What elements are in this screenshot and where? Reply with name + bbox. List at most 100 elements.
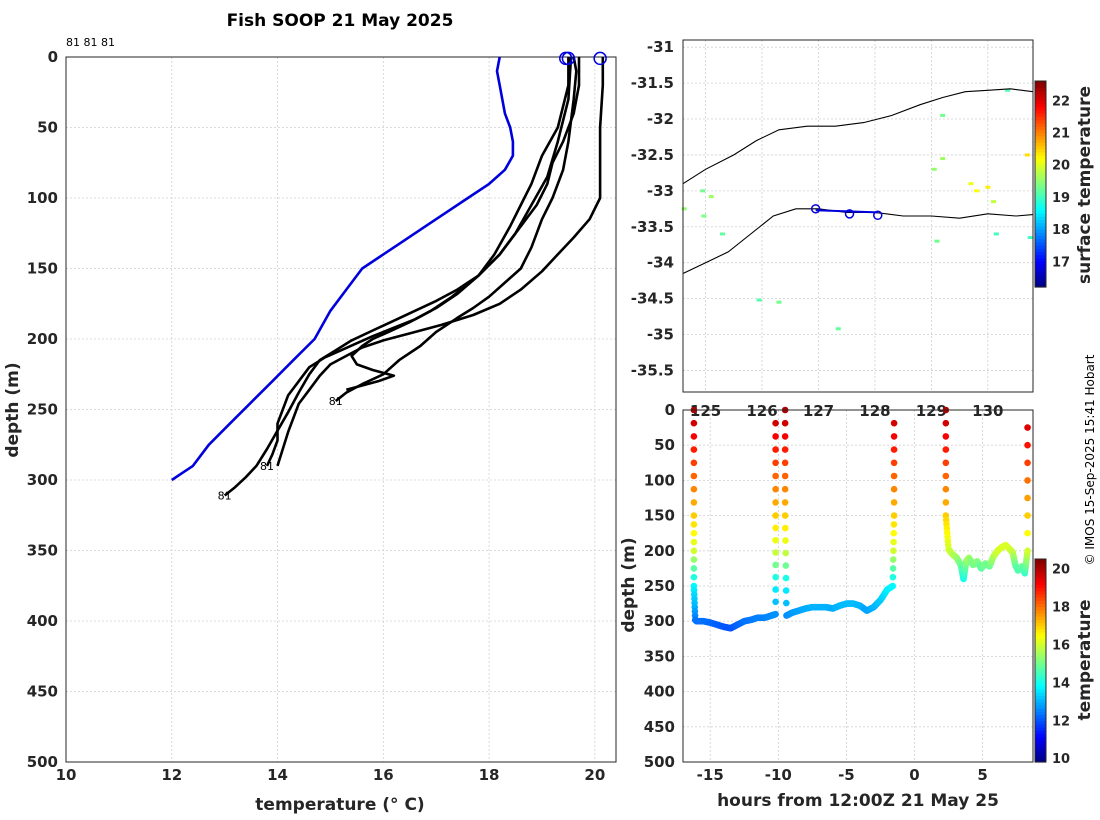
top-profile-labels: 81 81 81 — [66, 36, 115, 49]
time-depth-panel: -15 -10 -5 0 5050100150200250300350400450500… — [619, 401, 1095, 811]
sst-colorbar-segment — [1035, 206, 1046, 211]
dive-point — [690, 556, 698, 563]
temp-colorbar-segment — [1035, 616, 1046, 620]
sst-colorbar-segment — [1035, 216, 1046, 221]
dive-point — [772, 561, 779, 569]
sst-cell — [1024, 153, 1030, 157]
sst-cell — [974, 189, 980, 193]
sst-colorbar-segment — [1035, 129, 1046, 134]
temp-colorbar-segment — [1035, 692, 1046, 696]
sst-colorbar-segment — [1035, 155, 1046, 159]
temp-colorbar-segment — [1035, 647, 1046, 652]
dive-point — [942, 433, 950, 440]
sst-cell — [701, 214, 707, 218]
dive-point — [889, 573, 897, 581]
dive-point — [690, 419, 698, 427]
time-depth-xlabel: hours from 12:00Z 21 May 25 — [717, 791, 999, 811]
y-tick-label: 250 — [27, 401, 58, 419]
reference-profile-line — [171, 56, 515, 482]
dive-point — [690, 538, 698, 546]
temp-colorbar-segment — [1035, 723, 1046, 728]
temp-colorbar-segment — [1035, 755, 1046, 760]
temp-colorbar-segment — [1035, 682, 1046, 687]
temp-colorbar-tick-label: 16 — [1052, 638, 1070, 653]
y-tick-label: -35 — [647, 326, 674, 344]
dive-point — [889, 556, 897, 563]
dive-point — [772, 446, 779, 453]
temp-colorbar-segment — [1035, 742, 1046, 747]
station-marker — [844, 209, 855, 219]
temp-colorbar-segment — [1035, 660, 1046, 665]
sst-colorbar-segment — [1035, 151, 1046, 156]
sst-cell — [1027, 236, 1033, 240]
x-tick-label: 125 — [690, 402, 721, 420]
temp-colorbar-segment — [1035, 587, 1046, 592]
sst-colorbar-segment — [1035, 90, 1046, 95]
temp-colorbar-segment — [1035, 625, 1046, 630]
temp-colorbar-segment — [1035, 749, 1046, 754]
sst-cell — [681, 207, 687, 211]
map-colorbar-label: surface temperature — [1075, 86, 1095, 284]
dive-point — [1024, 529, 1031, 537]
dive-point — [781, 419, 789, 427]
sst-cell — [776, 300, 782, 304]
y-tick-label: -33.5 — [631, 218, 674, 236]
x-tick-label: 129 — [916, 402, 947, 420]
dive-point — [781, 512, 789, 519]
sst-colorbar-segment — [1035, 261, 1046, 266]
map-panel: -31 -31.5 -32 -32.5 -33 -33.5 -34 -34.5 -35 -35.5… — [631, 38, 1095, 420]
temp-colorbar-segment — [1035, 714, 1046, 719]
sst-cell — [931, 167, 937, 171]
dive-point — [781, 433, 789, 440]
y-tick-label: 350 — [27, 542, 58, 560]
sst-colorbar-segment — [1035, 203, 1046, 208]
dive-point — [782, 562, 790, 569]
temp-colorbar-segment — [1035, 685, 1046, 690]
sst-colorbar-segment — [1035, 87, 1046, 92]
x-tick-label: 5 — [977, 766, 987, 784]
temperature-profile-line — [345, 57, 581, 392]
temp-colorbar-segment — [1035, 679, 1046, 684]
temp-colorbar-segment — [1035, 727, 1046, 731]
y-tick-label: 400 — [644, 683, 675, 701]
temp-colorbar-segment — [1035, 600, 1046, 605]
coastline — [682, 88, 1034, 185]
y-tick-label: 100 — [27, 189, 58, 207]
sst-cell — [968, 182, 974, 186]
temp-colorbar-segment — [1035, 612, 1046, 617]
sst-colorbar-tick-label: 22 — [1052, 94, 1070, 109]
dive-point — [782, 524, 789, 532]
temp-colorbar-segment — [1035, 689, 1046, 693]
sst-colorbar-segment — [1035, 177, 1046, 182]
sst-colorbar-segment — [1035, 238, 1046, 243]
sst-colorbar-segment — [1035, 174, 1046, 179]
dive-point — [690, 573, 698, 581]
temperature-profile-line — [265, 57, 570, 467]
temp-colorbar-tick-label: 18 — [1052, 600, 1070, 615]
dive-point — [890, 433, 898, 440]
temp-colorbar-segment — [1035, 568, 1046, 573]
profile-xlabel: temperature (° C) — [255, 795, 424, 815]
sst-colorbar-segment — [1035, 132, 1046, 137]
surface-marker — [561, 51, 576, 66]
credit-text: © IMOS 15-Sep-2025 15:41 Hobart — [1083, 354, 1097, 565]
dive-point — [772, 433, 779, 440]
temp-colorbar-segment — [1035, 565, 1046, 570]
temp-colorbar-segment — [1035, 733, 1046, 738]
y-tick-label: -35.5 — [631, 361, 674, 379]
dive-point — [890, 521, 898, 528]
surface-marker — [593, 51, 607, 66]
sst-colorbar-segment — [1035, 100, 1046, 105]
sst-colorbar-segment — [1035, 187, 1046, 192]
y-tick-label: 450 — [27, 683, 58, 701]
temp-colorbar-segment — [1035, 730, 1046, 735]
sst-colorbar-segment — [1035, 190, 1046, 195]
dive-point — [942, 499, 950, 506]
temp-colorbar-tick-label: 14 — [1052, 676, 1070, 691]
sst-cell — [700, 189, 706, 193]
temp-colorbar-segment — [1035, 657, 1046, 662]
dive-point — [1024, 512, 1031, 519]
coastline — [682, 208, 1034, 274]
temp-colorbar-segment — [1035, 670, 1046, 674]
